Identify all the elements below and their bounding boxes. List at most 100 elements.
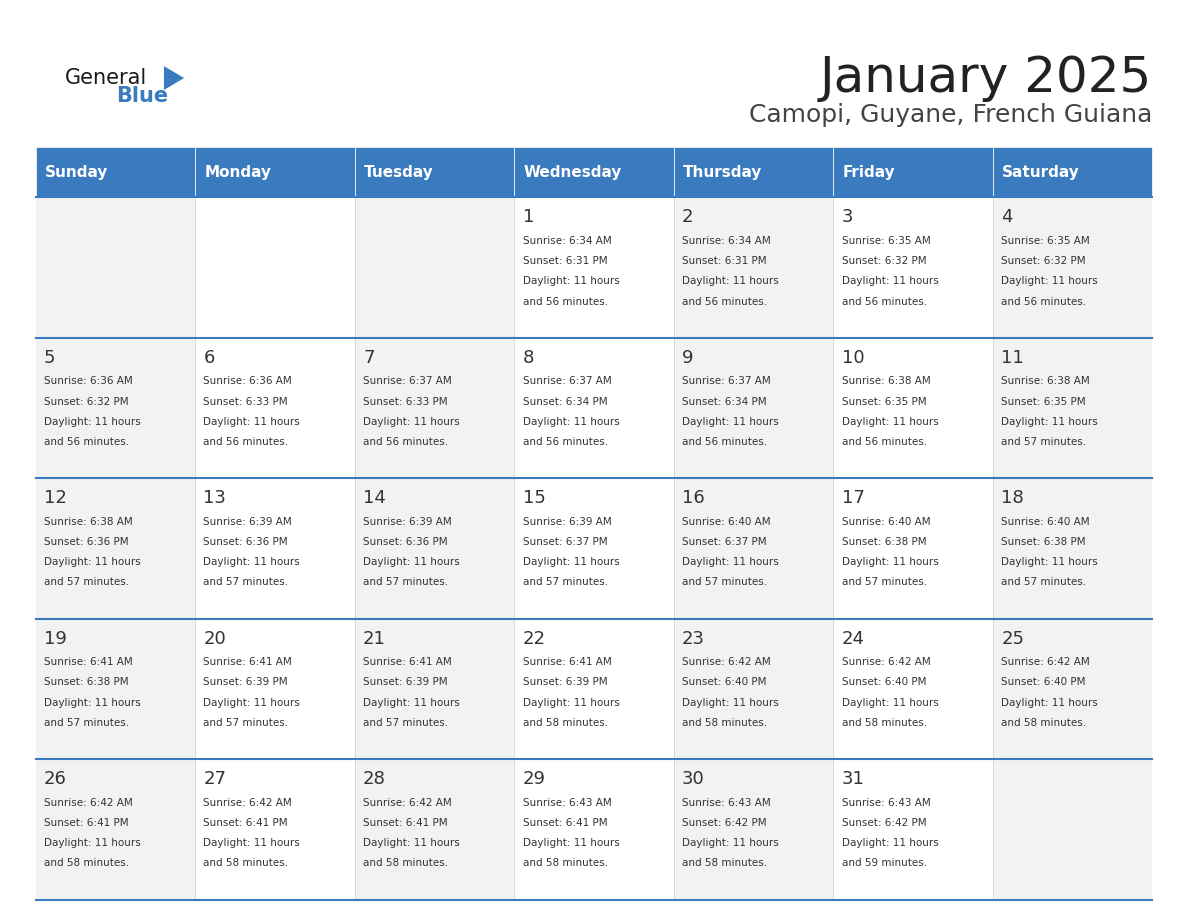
FancyBboxPatch shape xyxy=(36,338,195,478)
Text: Sunrise: 6:41 AM: Sunrise: 6:41 AM xyxy=(44,657,133,667)
Text: Daylight: 11 hours: Daylight: 11 hours xyxy=(523,417,619,427)
Text: Daylight: 11 hours: Daylight: 11 hours xyxy=(841,838,939,848)
Text: Sunrise: 6:38 AM: Sunrise: 6:38 AM xyxy=(44,517,133,527)
Text: Sunrise: 6:43 AM: Sunrise: 6:43 AM xyxy=(523,798,612,808)
FancyBboxPatch shape xyxy=(355,478,514,619)
Text: and 58 minutes.: and 58 minutes. xyxy=(523,858,608,868)
Text: Sunrise: 6:43 AM: Sunrise: 6:43 AM xyxy=(841,798,930,808)
Text: Sunrise: 6:34 AM: Sunrise: 6:34 AM xyxy=(682,236,771,246)
Text: 1: 1 xyxy=(523,208,533,227)
Text: Daylight: 11 hours: Daylight: 11 hours xyxy=(1001,698,1098,708)
Text: Daylight: 11 hours: Daylight: 11 hours xyxy=(841,276,939,286)
Text: Sunset: 6:32 PM: Sunset: 6:32 PM xyxy=(44,397,128,407)
FancyBboxPatch shape xyxy=(514,147,674,197)
Text: Sunset: 6:35 PM: Sunset: 6:35 PM xyxy=(841,397,927,407)
Text: 31: 31 xyxy=(841,770,865,789)
Text: and 56 minutes.: and 56 minutes. xyxy=(523,437,608,447)
Text: Sunset: 6:38 PM: Sunset: 6:38 PM xyxy=(841,537,927,547)
FancyBboxPatch shape xyxy=(195,338,355,478)
FancyBboxPatch shape xyxy=(833,478,993,619)
Text: Sunset: 6:31 PM: Sunset: 6:31 PM xyxy=(523,256,607,266)
Text: 21: 21 xyxy=(364,630,386,648)
Text: and 58 minutes.: and 58 minutes. xyxy=(682,858,767,868)
Text: Sunset: 6:34 PM: Sunset: 6:34 PM xyxy=(523,397,607,407)
Text: 27: 27 xyxy=(203,770,227,789)
Text: Daylight: 11 hours: Daylight: 11 hours xyxy=(682,698,779,708)
Text: 12: 12 xyxy=(44,489,67,508)
Text: 5: 5 xyxy=(44,349,56,367)
Text: 2: 2 xyxy=(682,208,694,227)
Text: 7: 7 xyxy=(364,349,374,367)
Text: Sunrise: 6:34 AM: Sunrise: 6:34 AM xyxy=(523,236,612,246)
FancyBboxPatch shape xyxy=(36,759,195,900)
Text: 17: 17 xyxy=(841,489,865,508)
Text: Daylight: 11 hours: Daylight: 11 hours xyxy=(523,276,619,286)
Text: 20: 20 xyxy=(203,630,226,648)
Text: Sunrise: 6:42 AM: Sunrise: 6:42 AM xyxy=(682,657,771,667)
Text: General: General xyxy=(65,68,147,88)
Text: 4: 4 xyxy=(1001,208,1012,227)
FancyBboxPatch shape xyxy=(514,338,674,478)
Text: 16: 16 xyxy=(682,489,704,508)
FancyBboxPatch shape xyxy=(355,759,514,900)
Text: Daylight: 11 hours: Daylight: 11 hours xyxy=(44,417,140,427)
FancyBboxPatch shape xyxy=(195,197,355,338)
Text: Sunset: 6:41 PM: Sunset: 6:41 PM xyxy=(203,818,289,828)
Text: and 58 minutes.: and 58 minutes. xyxy=(841,718,927,728)
Text: Daylight: 11 hours: Daylight: 11 hours xyxy=(364,838,460,848)
Text: and 58 minutes.: and 58 minutes. xyxy=(364,858,448,868)
Text: Sunset: 6:40 PM: Sunset: 6:40 PM xyxy=(1001,677,1086,688)
Text: Sunset: 6:33 PM: Sunset: 6:33 PM xyxy=(364,397,448,407)
FancyBboxPatch shape xyxy=(993,759,1152,900)
FancyBboxPatch shape xyxy=(674,147,833,197)
FancyBboxPatch shape xyxy=(674,759,833,900)
Text: 14: 14 xyxy=(364,489,386,508)
Text: and 56 minutes.: and 56 minutes. xyxy=(682,297,767,307)
Text: Sunrise: 6:42 AM: Sunrise: 6:42 AM xyxy=(364,798,451,808)
Text: Sunrise: 6:40 AM: Sunrise: 6:40 AM xyxy=(841,517,930,527)
Text: Sunset: 6:32 PM: Sunset: 6:32 PM xyxy=(1001,256,1086,266)
Text: and 57 minutes.: and 57 minutes. xyxy=(364,718,448,728)
Text: 3: 3 xyxy=(841,208,853,227)
Text: 18: 18 xyxy=(1001,489,1024,508)
Text: Sunrise: 6:42 AM: Sunrise: 6:42 AM xyxy=(44,798,133,808)
Text: Sunset: 6:36 PM: Sunset: 6:36 PM xyxy=(364,537,448,547)
Text: Sunset: 6:39 PM: Sunset: 6:39 PM xyxy=(364,677,448,688)
Text: and 57 minutes.: and 57 minutes. xyxy=(682,577,767,588)
Text: and 57 minutes.: and 57 minutes. xyxy=(1001,577,1086,588)
Text: Sunset: 6:40 PM: Sunset: 6:40 PM xyxy=(682,677,766,688)
Text: 8: 8 xyxy=(523,349,533,367)
Text: Sunset: 6:41 PM: Sunset: 6:41 PM xyxy=(523,818,607,828)
Text: Sunrise: 6:41 AM: Sunrise: 6:41 AM xyxy=(364,657,451,667)
FancyBboxPatch shape xyxy=(993,197,1152,338)
Text: 15: 15 xyxy=(523,489,545,508)
Text: and 58 minutes.: and 58 minutes. xyxy=(682,718,767,728)
FancyBboxPatch shape xyxy=(195,147,355,197)
Text: Sunset: 6:37 PM: Sunset: 6:37 PM xyxy=(682,537,766,547)
Text: 6: 6 xyxy=(203,349,215,367)
Text: Sunrise: 6:43 AM: Sunrise: 6:43 AM xyxy=(682,798,771,808)
Text: Sunrise: 6:38 AM: Sunrise: 6:38 AM xyxy=(1001,376,1089,386)
FancyBboxPatch shape xyxy=(674,619,833,759)
Text: 11: 11 xyxy=(1001,349,1024,367)
Text: Daylight: 11 hours: Daylight: 11 hours xyxy=(44,838,140,848)
FancyBboxPatch shape xyxy=(355,147,514,197)
FancyBboxPatch shape xyxy=(514,619,674,759)
Text: and 56 minutes.: and 56 minutes. xyxy=(203,437,289,447)
Text: Sunrise: 6:35 AM: Sunrise: 6:35 AM xyxy=(1001,236,1089,246)
Text: 23: 23 xyxy=(682,630,706,648)
Text: and 56 minutes.: and 56 minutes. xyxy=(44,437,129,447)
Text: Sunrise: 6:37 AM: Sunrise: 6:37 AM xyxy=(364,376,451,386)
Text: Monday: Monday xyxy=(204,164,272,180)
Text: and 57 minutes.: and 57 minutes. xyxy=(44,577,129,588)
Text: Daylight: 11 hours: Daylight: 11 hours xyxy=(1001,276,1098,286)
Text: Daylight: 11 hours: Daylight: 11 hours xyxy=(1001,557,1098,567)
Text: Sunset: 6:40 PM: Sunset: 6:40 PM xyxy=(841,677,927,688)
Text: Sunset: 6:38 PM: Sunset: 6:38 PM xyxy=(44,677,128,688)
FancyBboxPatch shape xyxy=(195,759,355,900)
Text: Sunset: 6:34 PM: Sunset: 6:34 PM xyxy=(682,397,766,407)
Text: 24: 24 xyxy=(841,630,865,648)
Text: Sunrise: 6:40 AM: Sunrise: 6:40 AM xyxy=(1001,517,1089,527)
Text: Daylight: 11 hours: Daylight: 11 hours xyxy=(523,698,619,708)
Text: Daylight: 11 hours: Daylight: 11 hours xyxy=(203,557,301,567)
